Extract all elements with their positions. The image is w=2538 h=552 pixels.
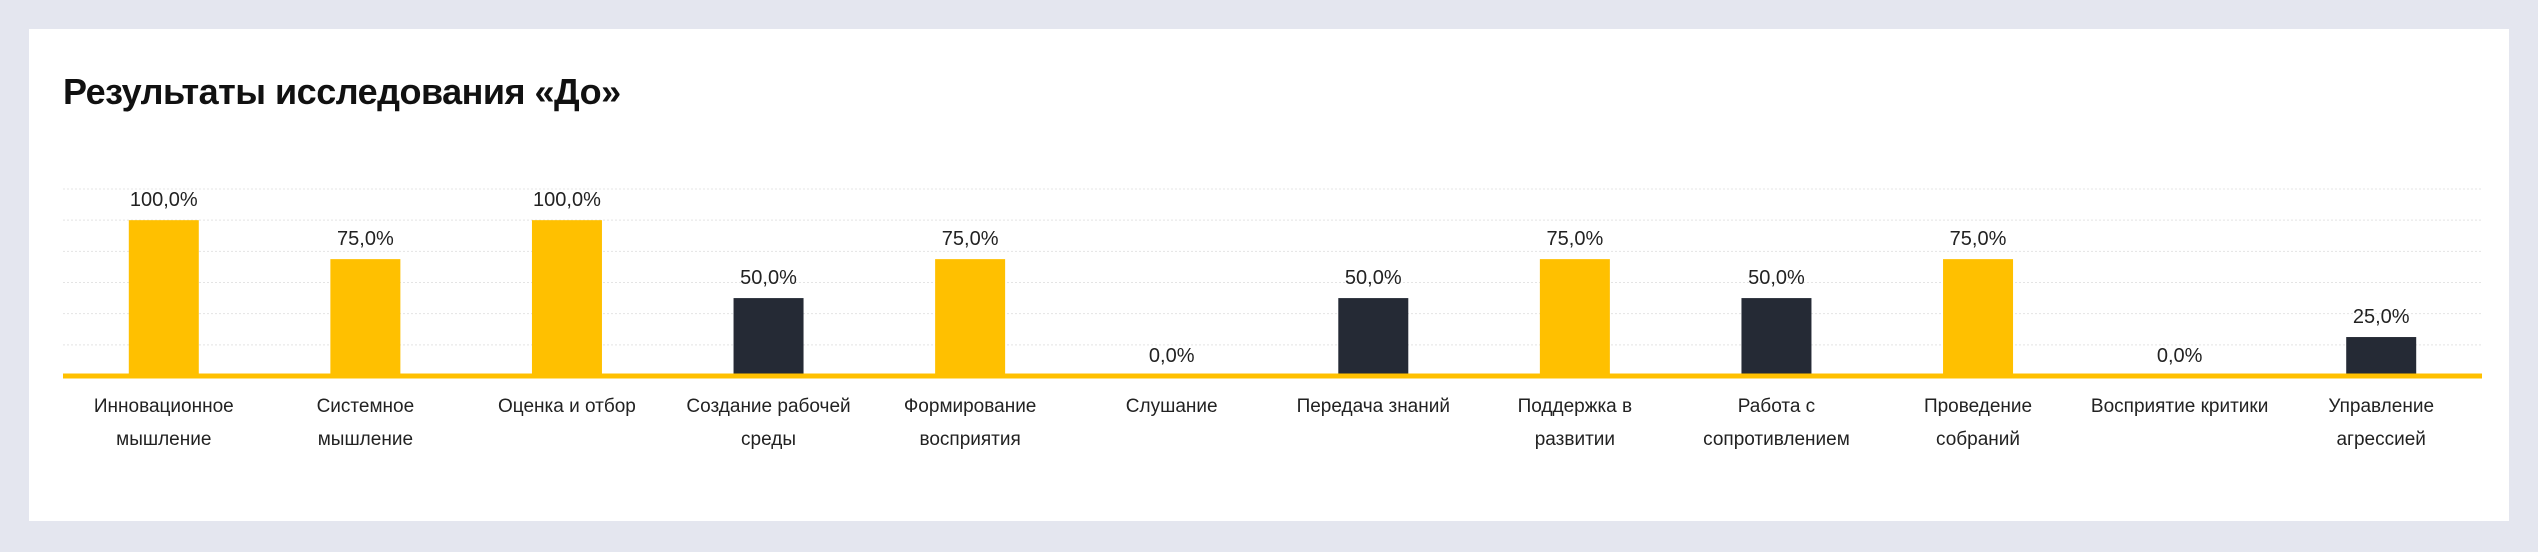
bar	[935, 259, 1006, 376]
bar	[531, 220, 602, 376]
value-label: 75,0%	[1547, 228, 1604, 250]
value-label: 75,0%	[337, 228, 394, 250]
value-label: 50,0%	[1345, 267, 1402, 289]
bar	[1741, 298, 1812, 376]
x-tick-label: Поддержка в развитии	[1517, 396, 1633, 450]
value-label: 0,0%	[1149, 345, 1195, 367]
x-tick-label: Управление агрессией	[2328, 396, 2435, 450]
x-tick-label: Слушание	[1125, 396, 1218, 417]
bar	[2346, 337, 2417, 376]
bar	[733, 298, 804, 376]
x-tick-label: Инновационное мышление	[93, 396, 234, 450]
x-tick-label: Проведение собраний	[1923, 396, 2033, 450]
bar	[330, 259, 401, 376]
bar	[1338, 298, 1409, 376]
chart-title: Результаты исследования «До»	[63, 71, 621, 112]
x-tick-label: Формирование восприятия	[903, 396, 1037, 450]
x-tick-label: Передача знаний	[1296, 396, 1450, 417]
value-label: 50,0%	[1748, 267, 1805, 289]
x-tick-label: Работа с сопротивлением	[1703, 396, 1850, 450]
value-label: 25,0%	[2353, 306, 2410, 328]
x-tick-label: Оценка и отбор	[498, 396, 636, 417]
value-label: 75,0%	[1950, 228, 2007, 250]
chart-card: Результаты исследования «До» 100,0% 75,0%…	[29, 29, 2509, 521]
x-tick-label: Восприятие критики	[2090, 396, 2269, 417]
value-label: 100,0%	[130, 189, 198, 211]
value-label: 50,0%	[740, 267, 797, 289]
value-label: 0,0%	[2157, 345, 2203, 367]
x-tick-label: Системное мышление	[316, 396, 415, 450]
bar	[1943, 259, 2014, 376]
x-tick-label: Создание рабочей среды	[686, 396, 851, 450]
bar	[128, 220, 199, 376]
chart: 100,0% 75,0% 100,0% 50,0% 75,0% 0,0% 50,0% 75,0…	[63, 188, 2482, 379]
value-label: 75,0%	[942, 228, 999, 250]
bar	[1539, 259, 1610, 376]
value-label: 100,0%	[533, 189, 601, 211]
